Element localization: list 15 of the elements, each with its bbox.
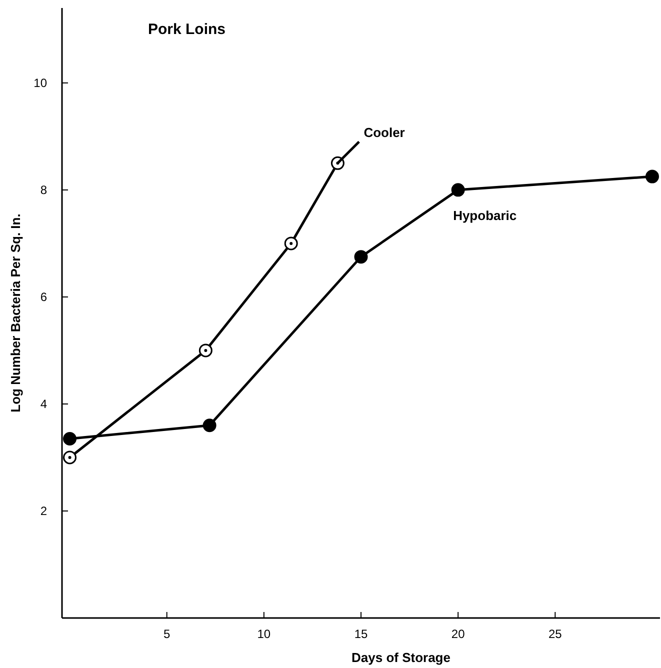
x-tick-label: 20 xyxy=(451,627,466,641)
y-tick-label: 8 xyxy=(40,182,48,197)
series-label: Hypobaric xyxy=(453,208,517,223)
text: Cooler xyxy=(364,125,405,140)
x-tick-label: 25 xyxy=(548,627,562,641)
y-tick-label: 2 xyxy=(40,504,48,518)
y-axis-title: Log Number Bacteria Per Sq. In. xyxy=(8,214,23,412)
y-tick-label: 6 xyxy=(40,290,48,304)
y-tick-label: 10 xyxy=(34,76,48,90)
y-tick-label: 4 xyxy=(40,396,48,411)
x-axis-title: Days of Storage xyxy=(352,650,450,665)
x-tick-label: 5 xyxy=(164,627,170,641)
x-tick-label: 15 xyxy=(354,627,368,641)
text: Pork Loins xyxy=(148,21,226,38)
x-tick-label: 10 xyxy=(257,627,271,641)
